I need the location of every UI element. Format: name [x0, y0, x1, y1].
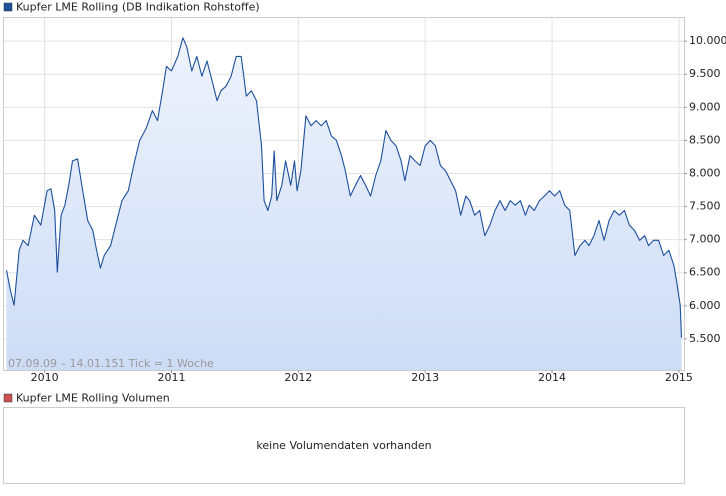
y-tick-label: 7.000	[689, 233, 721, 246]
x-tick-label: 2010	[31, 371, 59, 384]
y-tick-label: 9.000	[689, 100, 721, 113]
y-tick-label: 10.000	[689, 34, 726, 47]
x-tick-label: 2013	[411, 371, 439, 384]
x-tick-label: 2012	[284, 371, 312, 384]
y-tick-label: 8.000	[689, 166, 721, 179]
x-tick-label: 2014	[538, 371, 566, 384]
legend-swatch	[3, 2, 13, 12]
price-line	[5, 37, 683, 338]
tick-note: 1 Tick = 1 Woche	[118, 357, 214, 370]
legend-swatch	[3, 393, 13, 403]
y-tick-label: 6.500	[689, 266, 721, 279]
x-tick-label: 2015	[665, 371, 693, 384]
no-data-message: keine Volumendaten vorhanden	[256, 439, 431, 452]
y-tick-label: 5.500	[689, 332, 721, 345]
legend-label: Kupfer LME Rolling (DB Indikation Rohsto…	[16, 1, 260, 14]
y-tick-label: 7.500	[689, 200, 721, 213]
y-tick-label: 9.500	[689, 67, 721, 80]
area-fill	[6, 37, 682, 371]
x-tick-label: 2011	[157, 371, 185, 384]
volume-frame	[3, 407, 685, 484]
y-tick-label: 8.500	[689, 133, 721, 146]
date-range: 07.09.09 – 14.01.15	[8, 357, 118, 370]
legend-label: Kupfer LME Rolling Volumen	[16, 392, 170, 405]
y-tick-label: 6.000	[689, 299, 721, 312]
